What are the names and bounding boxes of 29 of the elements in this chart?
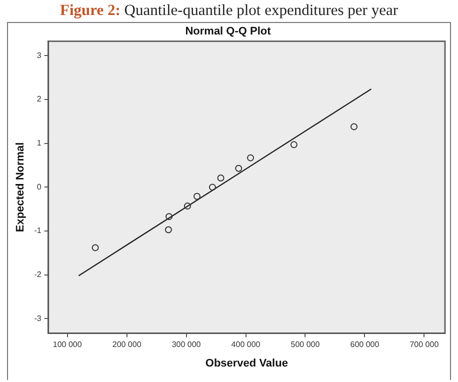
point	[217, 174, 224, 182]
x-tick-label: 500 000	[290, 340, 320, 350]
y-tick-label: 0	[36, 182, 42, 192]
point	[184, 202, 191, 210]
point	[208, 184, 216, 191]
x-tick-label: 700 000	[410, 340, 440, 350]
x-tick-label: 400 000	[231, 340, 261, 350]
point	[193, 192, 200, 200]
point	[92, 244, 99, 252]
x-tick-label: 200 000	[112, 340, 142, 350]
point	[166, 213, 173, 220]
caption: Figure 2: Quantile-quantile plot expenditures per year	[58, 2, 400, 20]
x-tick-label: 100 000	[52, 340, 82, 350]
x-axis-title: Observed Value	[205, 357, 288, 370]
point	[235, 164, 242, 172]
y-tick-label: 1	[36, 138, 42, 148]
point	[247, 154, 254, 162]
x-tick-label: 600 000	[350, 340, 380, 350]
y-tick-label: 2	[36, 94, 42, 104]
x-tick-label: 300 000	[172, 340, 202, 350]
y-tick-label: 3	[36, 50, 42, 60]
point	[350, 123, 358, 130]
chart-title: Normal Q-Q Plot	[185, 26, 272, 38]
y-tick-label: -2	[34, 270, 42, 280]
point	[164, 226, 172, 234]
y-axis-title: Expected Normal	[14, 142, 27, 232]
y-tick-label: -3	[34, 314, 42, 323]
y-tick-label: -1	[34, 226, 42, 236]
point	[290, 141, 298, 148]
